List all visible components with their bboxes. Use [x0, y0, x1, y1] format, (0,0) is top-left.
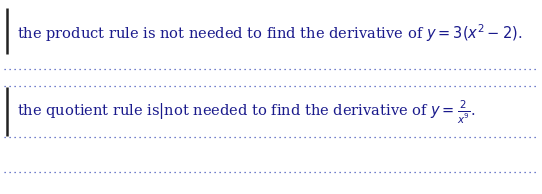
Text: the product rule is not needed to find the derivative of $y = 3(x^2 - 2)$.: the product rule is not needed to find t… [17, 22, 522, 44]
Text: the quotient rule is$|$not needed to find the derivative of $y = \frac{2}{x^9}$.: the quotient rule is$|$not needed to fin… [17, 99, 476, 126]
